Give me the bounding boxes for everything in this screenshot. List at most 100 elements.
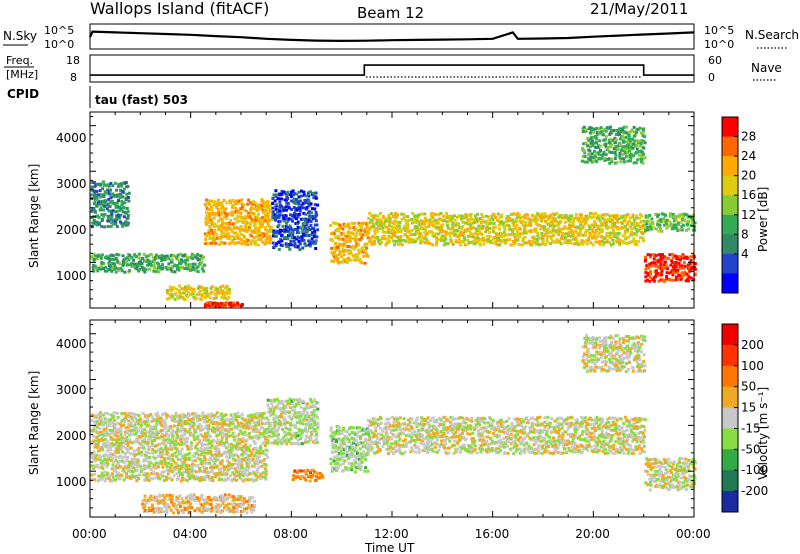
heatmap-cell <box>681 215 685 218</box>
heatmap-cell <box>297 240 301 243</box>
heatmap-cell <box>679 266 683 270</box>
heatmap-cell <box>536 231 540 235</box>
heatmap-cell <box>223 286 227 290</box>
heatmap-cell <box>442 214 446 218</box>
heatmap-cell <box>171 294 174 298</box>
heatmap-cell <box>588 143 592 147</box>
heatmap-cell <box>621 139 625 143</box>
heatmap-cell <box>676 255 680 259</box>
heatmap-cell <box>449 227 452 231</box>
heatmap-cell <box>223 471 227 475</box>
heatmap-cell <box>108 254 112 258</box>
heatmap-cell <box>229 219 233 222</box>
heatmap-cell <box>223 419 227 423</box>
heatmap-cell <box>365 253 369 257</box>
heatmap-cell <box>261 223 264 227</box>
heatmap-cell <box>213 301 217 305</box>
heatmap-cell <box>249 232 253 236</box>
heatmap-cell <box>284 242 288 246</box>
heatmap-cell <box>336 465 340 469</box>
heatmap-cell <box>121 201 125 205</box>
heatmap-cell <box>112 262 116 266</box>
heatmap-cell <box>644 279 648 283</box>
heatmap-cell <box>241 205 244 209</box>
heatmap-cell <box>568 239 572 242</box>
heatmap-cell <box>359 228 363 232</box>
heatmap-cell <box>646 273 650 277</box>
heatmap-cell <box>533 240 537 244</box>
heatmap-cell <box>293 192 297 196</box>
heatmap-cell <box>298 209 302 213</box>
heatmap-cell <box>104 434 108 437</box>
heatmap-cell <box>632 142 636 146</box>
heatmap-cell <box>97 465 101 469</box>
heatmap-cell <box>311 412 315 416</box>
heatmap-cell <box>311 214 315 218</box>
heatmap-cell <box>110 257 114 261</box>
heatmap-cell <box>125 472 128 476</box>
heatmap-cell <box>229 418 233 422</box>
heatmap-cell <box>633 139 637 143</box>
heatmap-cell <box>166 456 170 460</box>
heatmap-cell <box>358 257 362 261</box>
heatmap-cell <box>516 232 520 236</box>
heatmap-cell <box>204 296 207 299</box>
heatmap-cell <box>614 133 618 136</box>
heatmap-cell <box>97 413 100 416</box>
heatmap-cell <box>441 218 445 222</box>
heatmap-cell <box>207 418 211 422</box>
heatmap-cell <box>315 223 319 227</box>
heatmap-cell <box>395 215 398 219</box>
colorbar-swatch <box>722 234 738 255</box>
heatmap-cell <box>616 225 620 229</box>
heatmap-cell <box>613 221 617 225</box>
heatmap-cell <box>295 212 299 216</box>
heatmap-cell <box>149 253 153 256</box>
heatmap-cell <box>263 242 267 246</box>
heatmap-cell <box>122 262 125 266</box>
heatmap-cell <box>339 452 343 456</box>
heatmap-cell <box>584 221 588 225</box>
heatmap-cell <box>93 197 97 201</box>
heatmap-cell <box>340 237 343 241</box>
heatmap-cell <box>193 459 197 463</box>
heatmap-cell <box>280 441 284 445</box>
heatmap-cell <box>443 235 447 239</box>
heatmap-cell <box>643 156 647 160</box>
heatmap-cell <box>170 431 174 435</box>
heatmap-cell <box>535 222 538 226</box>
heatmap-cell <box>442 243 446 247</box>
heatmap-cell <box>210 439 214 443</box>
heatmap-cell <box>233 453 236 457</box>
heatmap-cell <box>229 434 233 438</box>
heatmap-cell <box>344 257 348 261</box>
heatmap-cell <box>116 474 120 478</box>
heatmap-cell <box>306 421 310 425</box>
cpid-panel: CPID tau (fast) 503 <box>7 86 188 108</box>
heatmap-cell <box>160 435 164 439</box>
heatmap-cell <box>337 437 341 441</box>
heatmap-cell <box>481 215 485 219</box>
colorbar-swatch <box>722 195 738 216</box>
heatmap-cell <box>528 218 532 221</box>
heatmap-cell <box>607 127 611 130</box>
heatmap-cell <box>209 442 213 446</box>
heatmap-cell <box>444 216 448 220</box>
heatmap-cell <box>152 465 156 469</box>
heatmap-cell <box>403 214 406 218</box>
heatmap-cell <box>231 198 235 202</box>
heatmap-cell <box>685 272 689 276</box>
heatmap-cell <box>241 203 245 207</box>
heatmap-cell <box>219 224 223 227</box>
heatmap-cell <box>138 267 142 271</box>
heatmap-cell <box>651 222 655 226</box>
heatmap-cell <box>258 231 262 235</box>
heatmap-cell <box>252 413 256 417</box>
heatmap-cell <box>348 452 352 456</box>
heatmap-cell <box>674 261 678 264</box>
heatmap-cell <box>284 431 288 435</box>
heatmap-cell <box>271 196 275 200</box>
heatmap-cell <box>659 263 663 267</box>
heatmap-cell <box>657 229 661 233</box>
heatmap-cell <box>268 409 272 413</box>
